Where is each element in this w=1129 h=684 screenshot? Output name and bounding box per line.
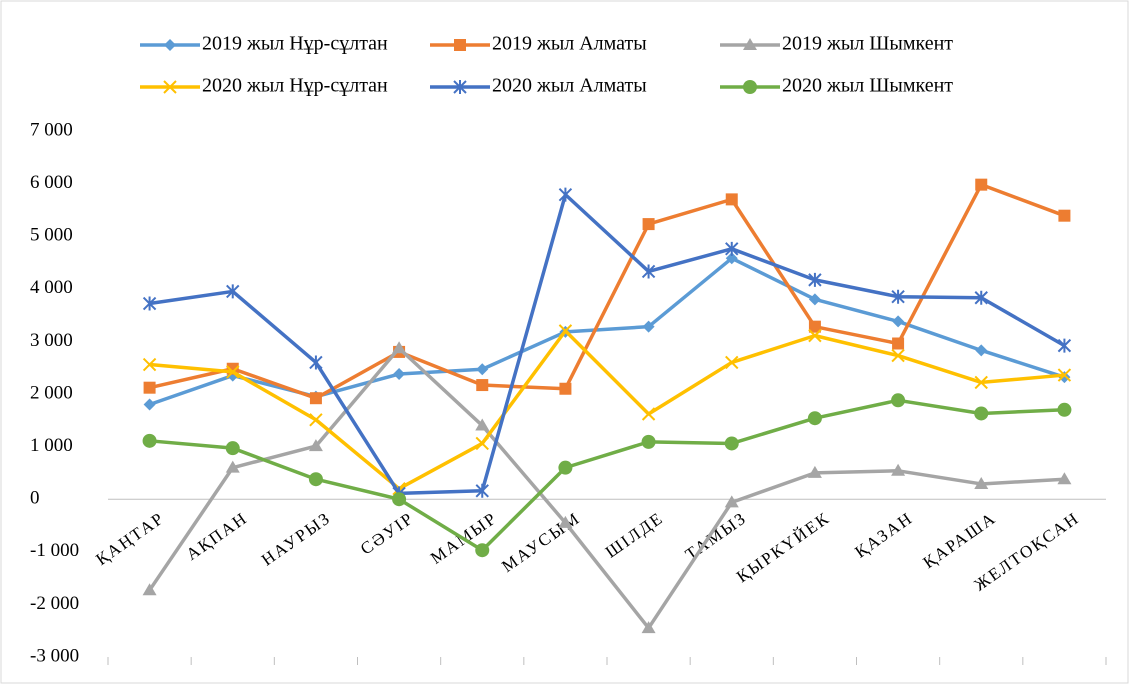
marker [142, 296, 157, 311]
marker [642, 320, 655, 333]
marker [892, 337, 905, 350]
marker [808, 320, 821, 333]
marker [308, 439, 323, 452]
marker [974, 476, 989, 489]
marker [392, 492, 407, 507]
series-line [149, 182, 1066, 400]
series-line [148, 346, 1065, 630]
y-tick-label: 1 000 [30, 435, 73, 456]
marker [808, 272, 822, 287]
marker [226, 284, 240, 299]
marker [725, 193, 738, 206]
legend-label: 2020 жыл Алматы [492, 75, 647, 97]
marker [142, 433, 157, 448]
marker [143, 398, 156, 411]
marker [1057, 368, 1072, 382]
marker [476, 363, 489, 376]
marker [475, 543, 490, 558]
legend-label: 2020 жыл Шымкент [782, 75, 953, 97]
y-tick-label: -1 000 [30, 540, 79, 561]
y-tick-label: 4 000 [30, 277, 73, 298]
marker [975, 178, 988, 191]
marker [475, 418, 490, 431]
marker [309, 413, 323, 427]
marker [476, 379, 489, 392]
series [142, 393, 1072, 558]
y-tick-label: 2 000 [30, 382, 73, 403]
series-line [149, 192, 1066, 496]
marker [454, 39, 466, 51]
marker [558, 515, 573, 528]
marker [1057, 472, 1072, 485]
marker [975, 344, 988, 357]
y-tick-label: 6 000 [30, 172, 73, 193]
series-line [149, 398, 1065, 552]
marker [725, 241, 739, 256]
marker [892, 315, 905, 328]
marker [1057, 338, 1072, 353]
marker [142, 357, 157, 372]
marker [743, 80, 757, 94]
marker [891, 289, 905, 304]
marker [807, 411, 822, 426]
marker [475, 483, 489, 498]
marker [641, 434, 656, 449]
marker [1057, 402, 1072, 417]
marker [308, 472, 323, 487]
marker [807, 465, 822, 478]
marker [225, 460, 240, 473]
marker [725, 252, 738, 265]
y-tick-label: 7 000 [30, 119, 73, 140]
y-tick-label: 3 000 [30, 330, 73, 351]
marker [392, 341, 407, 354]
legend-label: 2019 жыл Шымкент [782, 33, 953, 55]
marker [743, 38, 757, 50]
series [142, 187, 1072, 501]
marker [559, 382, 572, 395]
marker [225, 441, 240, 456]
marker [725, 355, 739, 370]
marker [974, 375, 988, 390]
marker [475, 436, 489, 451]
marker [641, 407, 656, 421]
marker [974, 406, 989, 421]
marker [641, 621, 656, 634]
series [142, 341, 1072, 634]
legend-label: 2019 жыл Нұр-сұлтан [202, 33, 388, 55]
y-tick-label: 0 [30, 488, 40, 509]
marker [808, 293, 821, 306]
series-line [149, 329, 1065, 491]
marker [891, 348, 905, 363]
marker [453, 80, 467, 94]
y-tick-label: 5 000 [30, 225, 73, 246]
legend-label: 2020 жыл Нұр-сұлтан [202, 75, 388, 97]
marker [309, 355, 323, 370]
marker [226, 365, 240, 379]
series [143, 178, 1071, 405]
marker [1058, 209, 1071, 222]
marker [558, 324, 573, 338]
series [142, 324, 1072, 496]
marker [163, 80, 177, 94]
marker [724, 436, 739, 451]
legend-label: 2019 жыл Алматы [492, 33, 647, 55]
marker [724, 495, 739, 508]
marker [891, 393, 906, 408]
y-tick-label: -2 000 [30, 593, 79, 614]
marker [164, 39, 176, 51]
marker [558, 460, 573, 475]
marker [891, 463, 906, 476]
marker [558, 187, 573, 202]
marker [641, 264, 656, 279]
marker [309, 392, 322, 405]
marker [142, 583, 157, 596]
marker [974, 290, 988, 305]
marker [642, 218, 655, 231]
y-tick-label: -3 000 [30, 645, 79, 666]
marker [143, 381, 156, 394]
marker [393, 368, 406, 381]
marker [808, 328, 822, 343]
